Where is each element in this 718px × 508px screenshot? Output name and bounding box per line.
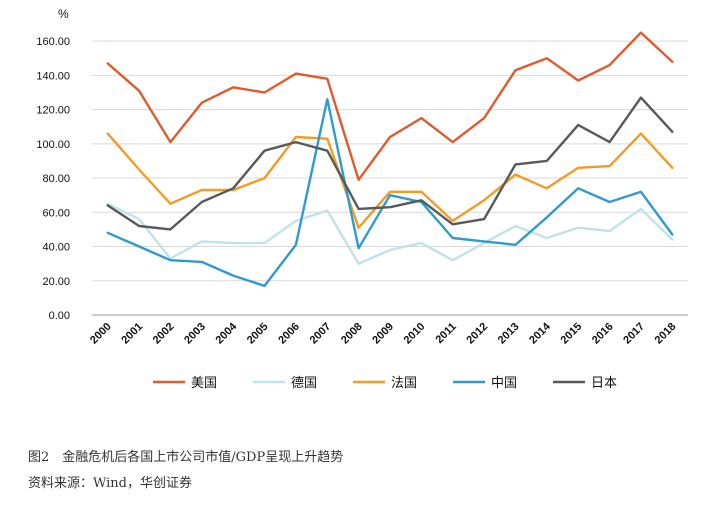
y-tick-label: 0.00 [49,310,70,322]
y-tick-label: 40.00 [42,242,70,254]
gridlines [92,40,688,316]
x-tick-label: 2013 [496,321,522,347]
x-tick-label: 2006 [276,321,302,347]
x-tick-label: 2009 [370,321,396,347]
x-tick-label: 2001 [119,321,145,347]
y-tick-label: 20.00 [42,276,70,288]
legend-label-2: 法国 [391,376,417,391]
series-lines [106,31,674,288]
x-tick-label: 2008 [339,321,365,347]
x-tick-label: 2010 [402,321,428,347]
y-tick-label: 120.00 [36,105,70,117]
y-tick-label: 80.00 [42,173,70,185]
y-tick-label: 160.00 [36,36,70,48]
series-line-3 [106,98,674,288]
series-line-1 [106,202,674,265]
legend-label-4: 日本 [591,376,617,391]
x-tick-label: 2003 [182,321,208,347]
x-tick-label: 2005 [245,321,271,347]
x-tick-label: 2012 [464,321,490,347]
legend-label-0: 美国 [191,376,217,391]
y-axis-label: % [58,7,69,21]
x-tick-label: 2007 [308,321,334,347]
x-tick-label: 2016 [590,321,616,347]
series-line-4 [106,96,674,231]
y-tick-label: 100.00 [36,139,70,151]
x-tick-label: 2014 [527,320,553,346]
y-axis: 0.00 20.00 40.00 60.00 80.00 100.00 120.00 140.… [36,36,70,322]
series-line-0 [106,31,674,182]
x-tick-label: 2018 [653,321,679,347]
x-tick-label: 2015 [559,321,585,347]
figure-caption: 图2 金融危机后各国上市公司市值/GDP呈现上升趋势 [28,450,344,465]
y-tick-label: 60.00 [42,207,70,219]
x-tick-label: 2000 [88,321,114,347]
source-note: 资料来源：Wind，华创证券 [28,476,192,491]
x-tick-label: 2011 [433,321,458,346]
x-tick-label: 2004 [213,320,239,346]
x-axis: 2000 2001 2002 2003 2004 2005 2006 2007 2008 2009… [88,320,678,346]
legend-label-3: 中国 [491,376,517,391]
legend-label-1: 德国 [291,376,317,391]
legend: 美国 德国 法国 中国 日本 [153,376,617,391]
x-tick-label: 2017 [621,321,647,347]
line-chart: 0.00 20.00 40.00 60.00 80.00 100.00 120.00 140.… [36,7,688,391]
y-tick-label: 140.00 [36,70,70,82]
x-tick-label: 2002 [151,321,177,347]
series-line-2 [106,132,674,229]
